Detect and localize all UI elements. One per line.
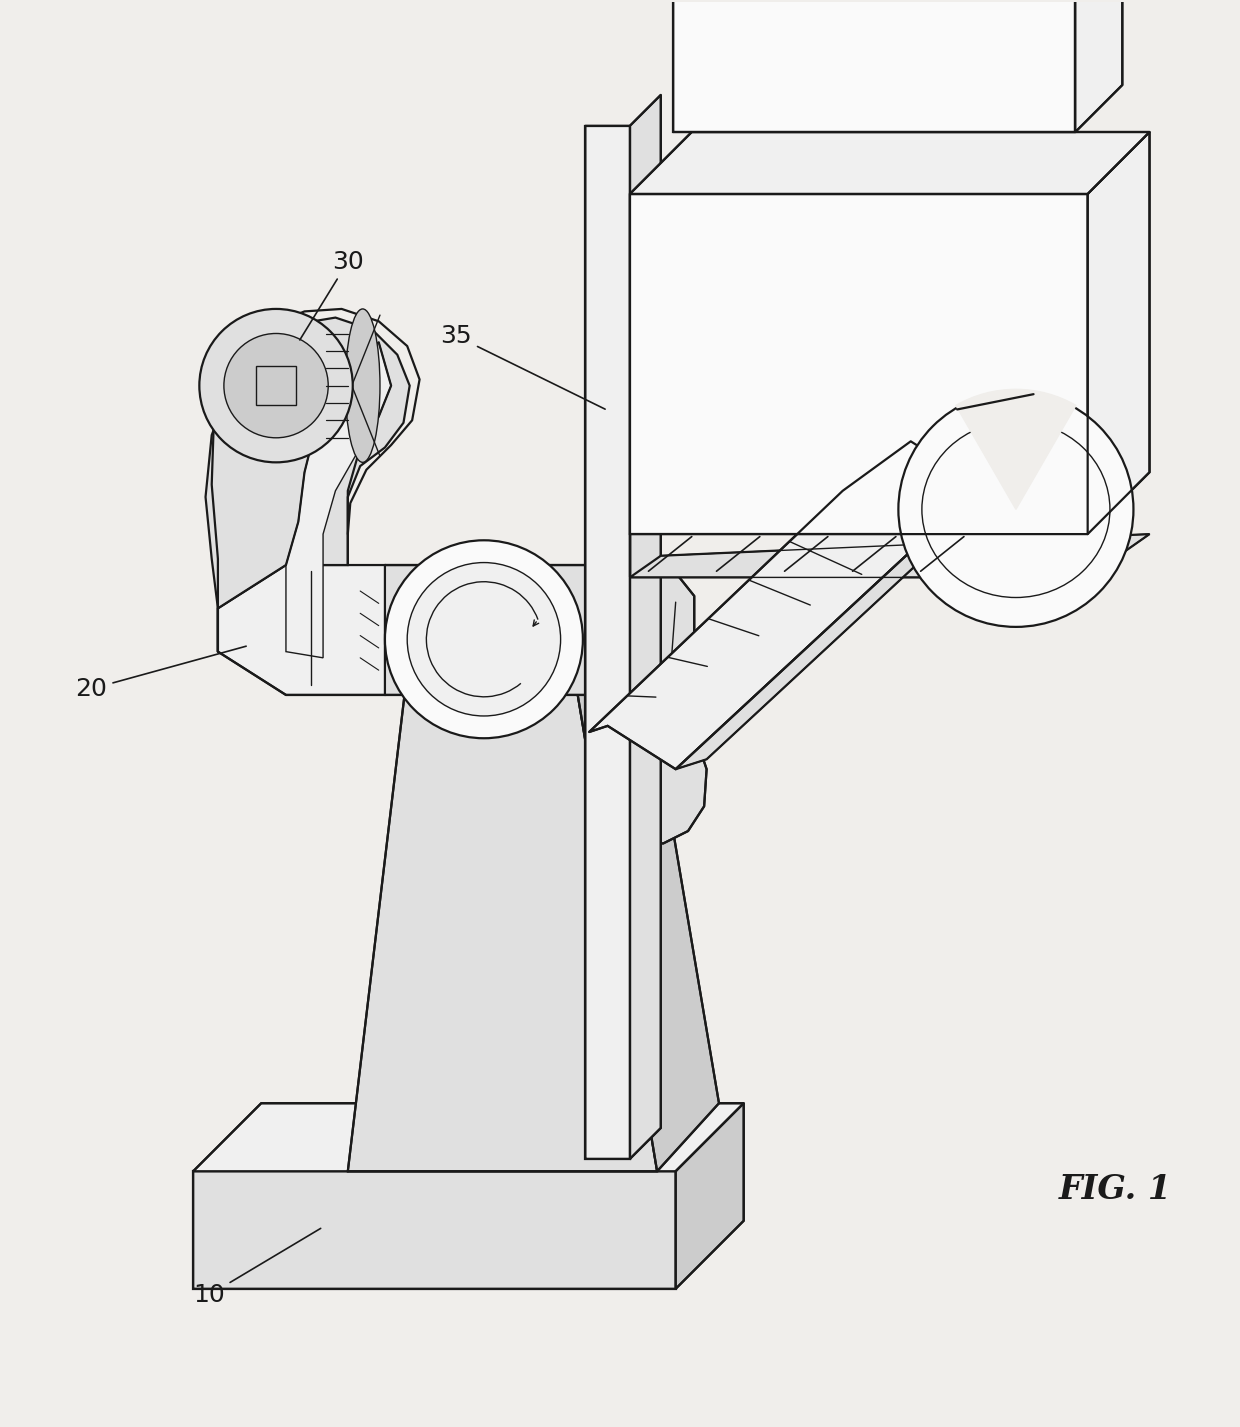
Polygon shape: [1075, 0, 1122, 133]
Polygon shape: [589, 441, 978, 769]
Polygon shape: [409, 589, 632, 652]
Text: 20: 20: [76, 646, 247, 701]
Polygon shape: [347, 565, 694, 695]
Polygon shape: [676, 475, 1009, 769]
Polygon shape: [630, 133, 1149, 194]
Polygon shape: [286, 342, 391, 658]
Circle shape: [898, 392, 1133, 626]
Polygon shape: [585, 126, 630, 1159]
Text: 35: 35: [440, 324, 605, 410]
Polygon shape: [193, 1103, 744, 1172]
Text: 10: 10: [193, 1229, 321, 1307]
Polygon shape: [630, 194, 1087, 534]
Wedge shape: [956, 390, 1076, 509]
Circle shape: [407, 562, 560, 716]
Text: 30: 30: [300, 250, 363, 340]
Polygon shape: [193, 1172, 676, 1289]
Polygon shape: [630, 534, 1149, 578]
Polygon shape: [347, 652, 657, 1172]
Polygon shape: [673, 0, 1075, 133]
Polygon shape: [570, 589, 719, 1172]
Circle shape: [384, 541, 583, 738]
Text: FIG. 1: FIG. 1: [1058, 1173, 1172, 1206]
Circle shape: [200, 308, 352, 462]
Polygon shape: [218, 565, 384, 695]
Polygon shape: [676, 1103, 744, 1289]
Polygon shape: [206, 318, 409, 652]
Polygon shape: [630, 94, 661, 1159]
Ellipse shape: [345, 308, 379, 462]
Polygon shape: [1087, 133, 1149, 534]
Circle shape: [224, 334, 329, 438]
Polygon shape: [595, 695, 707, 843]
